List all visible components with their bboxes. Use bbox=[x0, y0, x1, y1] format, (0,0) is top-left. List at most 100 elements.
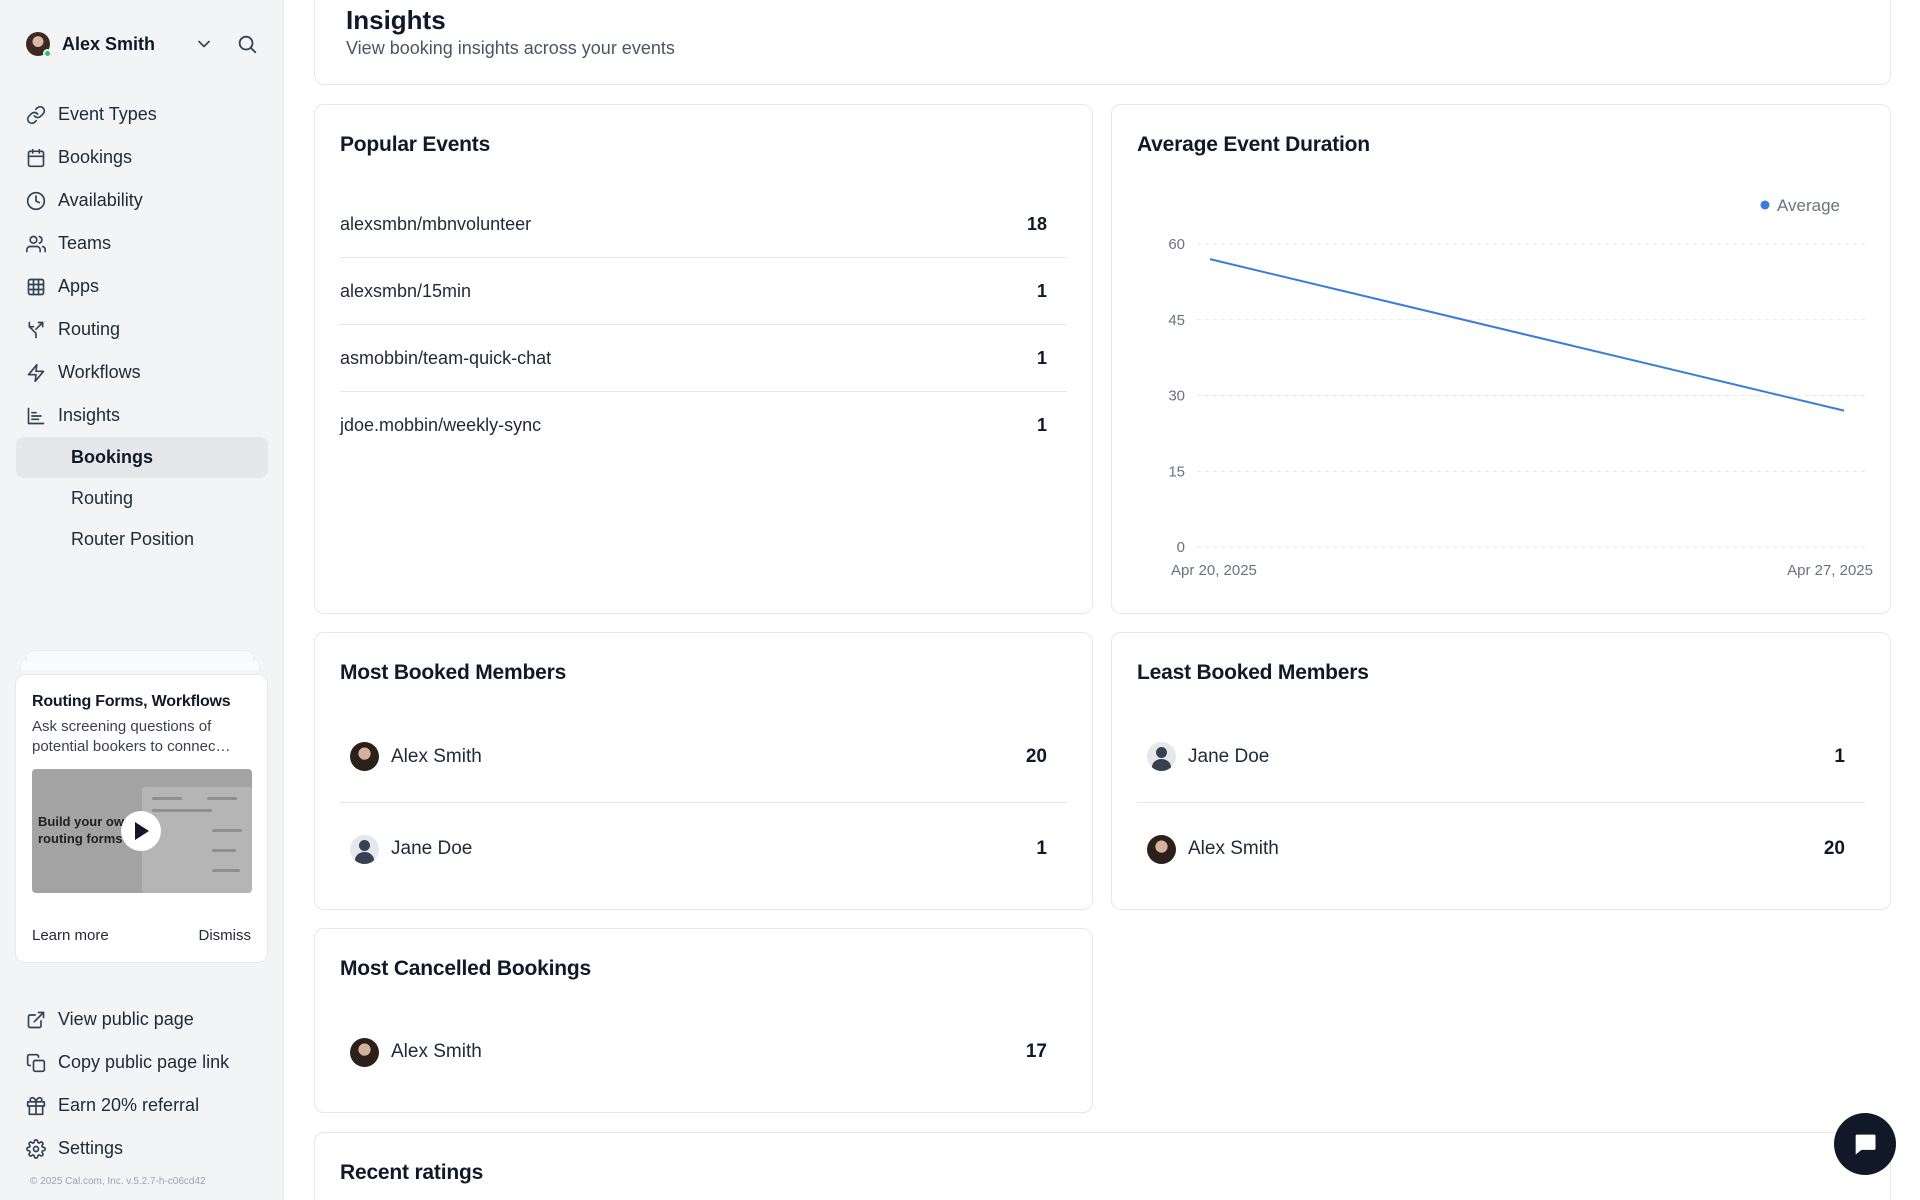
subnav-item-routing[interactable]: Routing bbox=[71, 488, 134, 508]
promo-title: Routing Forms, Workflows bbox=[32, 693, 231, 710]
avatar bbox=[1147, 834, 1176, 864]
video-thumbnail-line bbox=[152, 809, 212, 812]
main-content: Insights View booking insights across yo… bbox=[284, 0, 1920, 1200]
nav-item-bookings[interactable]: Bookings bbox=[16, 136, 268, 179]
member-name: Jane Doe bbox=[391, 838, 473, 859]
card-title: Popular Events bbox=[340, 133, 491, 156]
subnav-item-router-position[interactable]: Router Position bbox=[71, 529, 195, 549]
event-count: 1 bbox=[1036, 280, 1047, 301]
chat-icon bbox=[1855, 1134, 1876, 1155]
card-title: Average Event Duration bbox=[1137, 133, 1370, 156]
average-duration-card: Average Event Duration 0 15 30 45 60 Apr 20, … bbox=[1111, 104, 1891, 614]
nav-item-apps[interactable]: Apps bbox=[16, 265, 268, 308]
search-icon[interactable] bbox=[236, 33, 258, 55]
most-cancelled-card: Most Cancelled Bookings Alex Smith 17 bbox=[314, 928, 1093, 1113]
y-tick-label: 30 bbox=[1168, 388, 1185, 405]
y-tick-label: 60 bbox=[1168, 236, 1185, 253]
list-item[interactable]: asmobbin/team-quick-chat 1 bbox=[340, 325, 1067, 392]
most-booked-card: Most Booked Members Alex Smith 20 Jane D… bbox=[314, 632, 1093, 910]
nav-item-referral[interactable]: Earn 20% referral bbox=[16, 1084, 268, 1127]
page-title: Insights bbox=[346, 5, 446, 35]
nav-item-teams[interactable]: Teams bbox=[16, 222, 268, 265]
nav-item-settings[interactable]: Settings bbox=[16, 1127, 268, 1170]
line-chart: 0 15 30 45 60 Apr 20, 2025 Apr 27, 2025 Average bbox=[1168, 196, 1873, 579]
nav-item-label: Workflows bbox=[58, 362, 141, 382]
video-thumbnail-line bbox=[212, 829, 242, 832]
member-count: 20 bbox=[1025, 745, 1047, 767]
member-row[interactable]: Alex Smith 17 bbox=[340, 1006, 1067, 1098]
event-name: alexsmbn/15min bbox=[340, 280, 472, 301]
promo-actions: Learn more Dismiss bbox=[32, 927, 251, 944]
member-count: 17 bbox=[1025, 1041, 1047, 1062]
routing-icon bbox=[28, 321, 44, 338]
play-button[interactable] bbox=[121, 811, 161, 851]
nav-item-event-types[interactable]: Event Types bbox=[16, 93, 268, 136]
y-tick-label: 45 bbox=[1168, 312, 1185, 329]
bar-chart-icon bbox=[27, 407, 45, 424]
nav-item-view-public-page[interactable]: View public page bbox=[16, 998, 268, 1041]
card-title: Most Cancelled Bookings bbox=[340, 957, 591, 980]
chat-button[interactable] bbox=[1834, 1113, 1896, 1175]
event-name: alexsmbn/mbnvolunteer bbox=[340, 213, 532, 234]
card-title: Least Booked Members bbox=[1137, 661, 1369, 684]
list-item[interactable]: alexsmbn/15min 1 bbox=[340, 258, 1067, 325]
play-icon bbox=[135, 822, 149, 840]
member-row[interactable]: Jane Doe 1 bbox=[340, 803, 1067, 895]
nav-item-copy-public-link[interactable]: Copy public page link bbox=[16, 1041, 268, 1084]
bottom-nav: View public page Copy public page link E… bbox=[16, 998, 268, 1170]
page-subtitle: View booking insights across your events bbox=[346, 38, 675, 58]
copy-icon bbox=[26, 1053, 46, 1072]
nav-item-label: Teams bbox=[58, 233, 112, 253]
promo-video-text: Build your own routing forms bbox=[38, 814, 132, 846]
nav-item-insights[interactable]: Insights bbox=[16, 394, 268, 437]
member-info: Jane Doe bbox=[1137, 742, 1269, 771]
nav-item-availability[interactable]: Availability bbox=[16, 179, 268, 222]
dismiss-button[interactable]: Dismiss bbox=[198, 927, 252, 944]
avatar bbox=[350, 1037, 379, 1067]
event-count: 1 bbox=[1036, 415, 1047, 435]
calendar-icon bbox=[27, 148, 45, 167]
avatar bbox=[26, 32, 52, 58]
member-row[interactable]: Alex Smith 20 bbox=[340, 711, 1067, 803]
member-count: 20 bbox=[1823, 838, 1845, 859]
nav-item-routing[interactable]: Routing bbox=[16, 308, 268, 351]
copyright: © 2025 Cal.com, Inc. v.5.2.7-h-c06cd42 bbox=[30, 1176, 206, 1187]
online-status-dot bbox=[43, 49, 52, 58]
users-icon bbox=[26, 235, 46, 252]
user-name: Alex Smith bbox=[62, 33, 156, 54]
member-info: Alex Smith bbox=[340, 1037, 482, 1067]
member-row[interactable]: Alex Smith 20 bbox=[1137, 803, 1865, 895]
legend-marker bbox=[1760, 200, 1770, 210]
member-row[interactable]: Jane Doe 1 bbox=[1137, 711, 1865, 803]
link-icon bbox=[26, 105, 46, 124]
chevron-down-icon[interactable] bbox=[194, 34, 214, 54]
nav-item-label: Apps bbox=[58, 276, 100, 296]
video-thumbnail-line bbox=[152, 797, 182, 800]
card-title: Most Booked Members bbox=[340, 661, 567, 684]
list-item[interactable]: jdoe.mobbin/weekly-sync 1 bbox=[340, 392, 1067, 459]
member-name: Jane Doe bbox=[1188, 745, 1270, 767]
event-count: 18 bbox=[1026, 213, 1047, 234]
page-header: Insights View booking insights across yo… bbox=[314, 0, 1891, 85]
event-count: 1 bbox=[1036, 347, 1047, 368]
promo-video[interactable]: Build your own routing forms bbox=[32, 769, 252, 893]
series-line bbox=[1209, 258, 1845, 412]
y-tick-label: 15 bbox=[1168, 463, 1185, 480]
nav-item-label: Earn 20% referral bbox=[58, 1095, 200, 1115]
least-booked-card: Least Booked Members Jane Doe 1 Alex Smi… bbox=[1111, 632, 1891, 910]
nav-item-label: Availability bbox=[58, 190, 143, 210]
subnav-item-bookings[interactable]: Bookings bbox=[16, 437, 268, 478]
member-count: 1 bbox=[1036, 838, 1047, 859]
learn-more-link[interactable]: Learn more bbox=[32, 927, 109, 944]
nav-item-label: Insights bbox=[58, 405, 121, 425]
user-menu[interactable]: Alex Smith bbox=[26, 30, 266, 58]
member-count: 1 bbox=[1834, 745, 1845, 767]
list-item[interactable]: alexsmbn/mbnvolunteer 18 bbox=[340, 191, 1067, 258]
video-thumbnail-ui bbox=[142, 787, 252, 893]
nav-item-workflows[interactable]: Workflows bbox=[16, 351, 268, 394]
promo-card: Routing Forms, Workflows Ask screening q… bbox=[15, 674, 268, 963]
x-tick-label: Apr 27, 2025 bbox=[1787, 562, 1873, 579]
nav-item-label: Settings bbox=[58, 1138, 124, 1158]
video-thumbnail-line bbox=[212, 869, 240, 872]
main-nav: Event Types Bookings Availability Teams … bbox=[16, 93, 268, 560]
